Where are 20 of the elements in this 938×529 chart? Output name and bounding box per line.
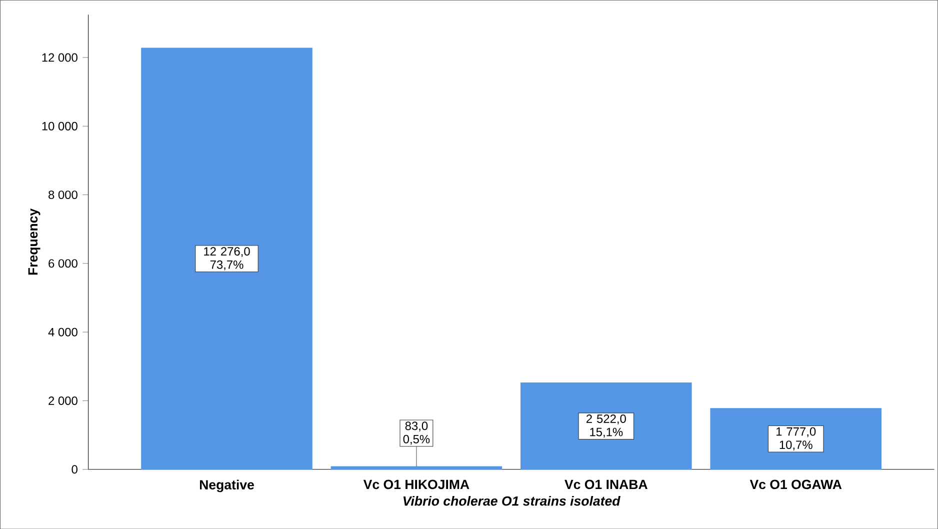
bar — [141, 48, 312, 470]
y-tick-label: 10 000 — [42, 122, 78, 130]
x-tick-label: Vc O1 HIKOJIMA — [363, 480, 470, 489]
x-tick-label: Vc O1 INABA — [564, 480, 648, 489]
y-tick-label: 4 000 — [48, 328, 78, 336]
y-tick-label: 0 — [72, 464, 78, 474]
data-label: 1 777,0 10,7% — [776, 427, 816, 450]
x-tick-label: Negative — [200, 480, 254, 492]
x-axis-title: Vibrio cholerae O1 strains isolated — [403, 496, 620, 506]
x-tick-label: Vc O1 OGAWA — [750, 480, 842, 489]
bar — [520, 382, 692, 470]
data-label: 83,0 0,5% — [403, 421, 430, 445]
y-axis-title: Frequency — [28, 208, 40, 275]
y-tick-label: 6 000 — [48, 259, 78, 268]
y-tick-label: 12 000 — [42, 53, 78, 62]
data-label: 12 276,0 73,7% — [204, 246, 250, 270]
data-label: 2 522,0 15,1% — [586, 414, 626, 438]
y-tick-label: 8 000 — [48, 190, 78, 199]
y-tick-label: 2 000 — [48, 396, 78, 405]
bar — [330, 466, 502, 470]
